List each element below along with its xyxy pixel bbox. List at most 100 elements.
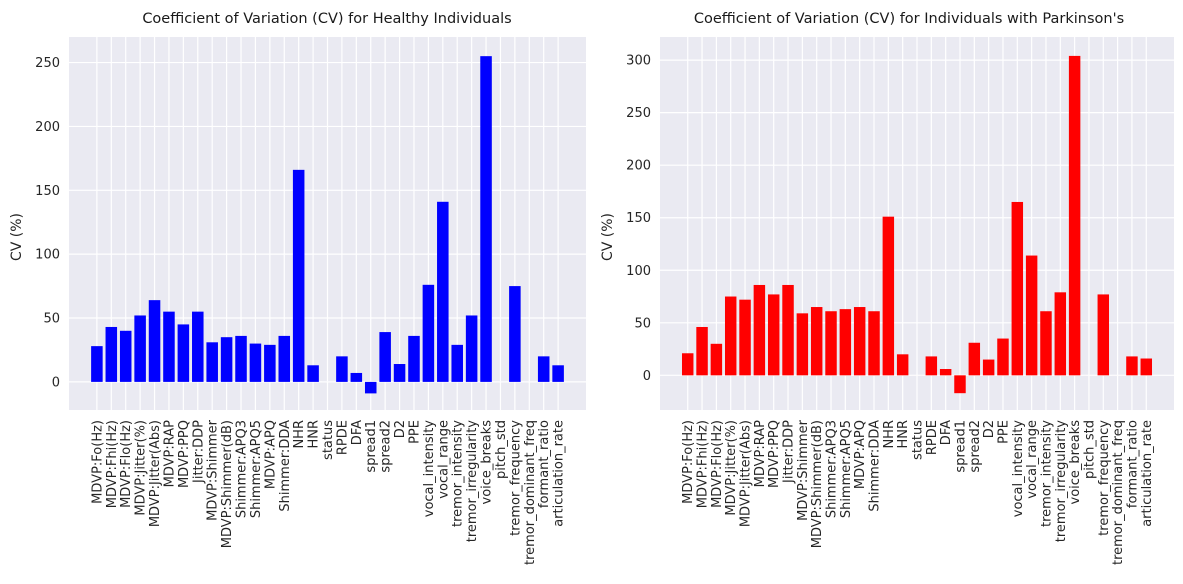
- parkinsons-bar: [753, 284, 766, 376]
- parkinsons-xtick-label: articulation_rate: [1140, 420, 1155, 527]
- parkinsons-bar: [882, 216, 895, 376]
- parkinsons-bar: [896, 354, 909, 376]
- healthy-bar: [134, 315, 146, 382]
- parkinsons-bar: [1097, 294, 1110, 376]
- parkinsons-xtick-label: MDVP:PPQ: [767, 420, 782, 488]
- parkinsons-bar: [1140, 358, 1153, 376]
- parkinsons-ytick-label: 100: [626, 264, 651, 279]
- healthy-bar: [105, 326, 118, 382]
- healthy-bar: [480, 56, 492, 382]
- healthy-xtick-label: MDVP:Fhi(Hz): [105, 420, 120, 508]
- parkinsons-xtick-label: MDVP:Fhi(Hz): [696, 420, 711, 508]
- healthy-xtick-label: pitch_std: [494, 420, 509, 479]
- healthy-ytick-label: 150: [35, 184, 60, 199]
- parkinsons-bar: [1126, 356, 1138, 376]
- healthy-bar: [379, 332, 391, 382]
- parkinsons-xtick-label: D2: [982, 420, 997, 438]
- healthy-xtick-label: NHR: [292, 420, 307, 449]
- parkinsons-xtick-label: NHR: [882, 420, 897, 449]
- parkinsons-xtick-label: MDVP:APQ: [853, 420, 868, 489]
- parkinsons-xtick-label: formant_ratio: [1125, 420, 1140, 508]
- healthy-xtick-label: Jitter:DDP: [191, 420, 206, 484]
- healthy-bar: [148, 300, 161, 382]
- parkinsons-xtick-label: MDVP:Jitter(%): [724, 420, 739, 516]
- healthy-xtick-label: HNR: [307, 420, 322, 449]
- healthy-bar: [249, 343, 262, 382]
- healthy-xtick-label: MDVP:RAP: [162, 420, 177, 488]
- healthy-ytick-label: 50: [43, 312, 60, 327]
- parkinsons-bar: [954, 375, 966, 394]
- healthy-bar: [552, 365, 564, 382]
- parkinsons-xtick-label: tremor_irregularity: [1054, 420, 1069, 543]
- parkinsons-bar: [968, 342, 981, 376]
- healthy-bar: [422, 284, 435, 382]
- parkinsons-xtick-label: spread1: [953, 420, 968, 473]
- parkinsons-xtick-label: MDVP:Shimmer: [796, 419, 811, 521]
- parkinsons-xtick-label: MDVP:RAP: [753, 420, 768, 488]
- healthy-ytick-label: 200: [35, 120, 60, 135]
- healthy-xtick-label: vocal_intensity: [422, 420, 437, 518]
- parkinsons-xtick-label: DFA: [939, 420, 954, 445]
- healthy-xtick-label: MDVP:Fo(Hz): [90, 420, 105, 504]
- healthy-bar: [307, 365, 319, 382]
- healthy-xtick-label: Shimmer:APQ5: [249, 420, 264, 518]
- healthy-xtick-label: tremor_dominant_freq: [523, 420, 538, 565]
- healthy-xtick-label: vocal_range: [436, 420, 451, 499]
- parkinsons-xtick-label: MDVP:Fo(Hz): [681, 420, 696, 504]
- healthy-xtick-label: Shimmer:DDA: [278, 420, 293, 512]
- parkinsons-bar: [1068, 55, 1081, 376]
- healthy-bar: [119, 330, 132, 382]
- parkinsons-bar: [925, 356, 938, 376]
- parkinsons-bar: [681, 353, 694, 376]
- healthy-bar: [177, 324, 190, 382]
- healthy-xtick-label: MDVP:Shimmer: [206, 419, 221, 521]
- parkinsons-xtick-label: spread2: [968, 420, 983, 473]
- healthy-xtick-label: status: [321, 420, 336, 460]
- healthy-bar: [451, 344, 463, 382]
- healthy-xtick-label: tremor_intensity: [451, 420, 466, 527]
- parkinsons-bar: [825, 311, 837, 376]
- healthy-ytick-label: 100: [35, 248, 60, 263]
- healthy-bar: [220, 337, 233, 382]
- parkinsons-ytick-label: 150: [626, 211, 651, 226]
- parkinsons-ytick-label: 0: [643, 369, 651, 384]
- healthy-xtick-label: PPE: [407, 420, 422, 444]
- healthy-xtick-label: formant_ratio: [537, 420, 552, 508]
- parkinsons-xtick-label: tremor_dominant_freq: [1111, 420, 1126, 565]
- parkinsons-ytick-label: 300: [626, 54, 651, 69]
- parkinsons-xtick-label: MDVP:Shimmer(dB): [810, 420, 825, 548]
- parkinsons-xtick-label: tremor_frequency: [1097, 420, 1112, 536]
- parkinsons-bar: [810, 307, 823, 376]
- healthy-bar: [278, 335, 291, 382]
- parkinsons-bar: [696, 326, 708, 376]
- parkinsons-xtick-label: Shimmer:APQ5: [839, 420, 854, 518]
- healthy-bar: [408, 335, 420, 382]
- parkinsons-ytick-label: 200: [626, 159, 651, 174]
- parkinsons-chart-title: Coefficient of Variation (CV) for Indivi…: [694, 11, 1124, 27]
- parkinsons-xtick-label: Jitter:DDP: [782, 420, 797, 484]
- parkinsons-bar: [767, 294, 780, 376]
- healthy-xtick-label: articulation_rate: [552, 420, 567, 527]
- parkinsons-xtick-label: status: [911, 420, 926, 460]
- parkinsons-bar: [1054, 292, 1067, 376]
- healthy-xtick-label: D2: [393, 420, 408, 438]
- healthy-xtick-label: tremor_irregularity: [465, 420, 480, 543]
- parkinsons-chart-ylabel: CV (%): [600, 213, 616, 261]
- healthy-bar: [163, 311, 175, 382]
- healthy-bar: [264, 344, 276, 382]
- parkinsons-bar: [853, 307, 866, 376]
- healthy-xtick-label: Shimmer:APQ3: [235, 420, 250, 518]
- parkinsons-bar: [839, 309, 852, 376]
- parkinsons-xtick-label: voice_breaks: [1068, 420, 1083, 505]
- parkinsons-xtick-label: vocal_intensity: [1011, 420, 1026, 518]
- healthy-xtick-label: DFA: [350, 420, 365, 445]
- parkinsons-bar: [868, 311, 880, 376]
- healthy-chart-ylabel: CV (%): [9, 213, 25, 261]
- healthy-bar: [437, 201, 449, 382]
- parkinsons-bar: [997, 338, 1009, 376]
- parkinsons-xtick-label: vocal_range: [1025, 420, 1040, 499]
- healthy-ytick-label: 0: [52, 375, 60, 390]
- healthy-bar: [393, 364, 406, 382]
- healthy-bar: [537, 356, 550, 382]
